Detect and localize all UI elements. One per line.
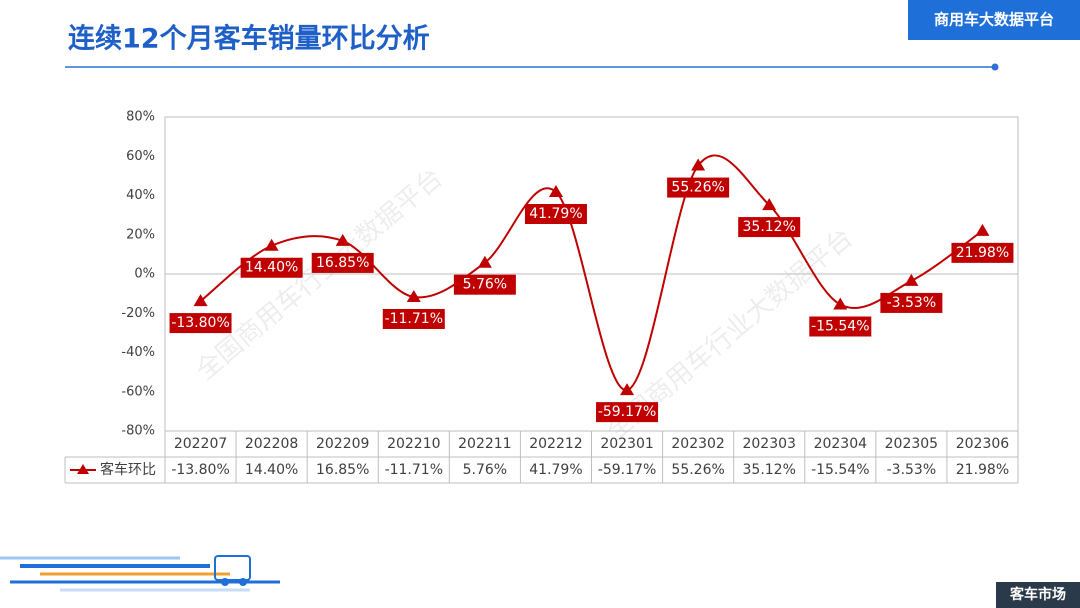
table-value: 5.76% [463, 462, 507, 478]
y-tick-label: 80% [126, 110, 155, 125]
table-value: 21.98% [956, 462, 1009, 478]
value-label: 5.76% [463, 277, 507, 293]
y-tick-label: 0% [134, 267, 155, 282]
table-value: -59.17% [598, 462, 656, 478]
x-tick-label: 202212 [529, 436, 582, 452]
value-label-box [524, 203, 587, 224]
value-label: -3.53% [887, 295, 937, 311]
legend-marker [77, 464, 89, 474]
footer-label: 客车市场 [1009, 586, 1066, 603]
point-marker [477, 255, 492, 268]
point-marker [833, 297, 848, 310]
value-label-box [880, 292, 943, 313]
value-label: 21.98% [956, 245, 1009, 261]
point-marker [620, 383, 635, 396]
value-label: -59.17% [598, 404, 656, 420]
value-label-box [240, 257, 303, 278]
slide-title: 连续12个月客车销量环比分析 [68, 23, 430, 55]
value-label: -11.71% [385, 311, 443, 327]
y-tick-label: -40% [121, 345, 155, 360]
value-label-box [809, 316, 872, 337]
value-label-box [169, 313, 232, 334]
value-label-box [667, 177, 730, 198]
badge-box [908, 0, 1080, 40]
value-label-box [951, 242, 1014, 263]
table-value: 14.40% [245, 462, 298, 478]
x-tick-label: 202301 [600, 436, 653, 452]
value-label: 41.79% [529, 206, 582, 222]
table-value: 55.26% [671, 462, 724, 478]
point-marker [975, 223, 990, 236]
value-label-box [311, 252, 374, 273]
table-value: 41.79% [529, 462, 582, 478]
y-tick-label: 60% [126, 149, 155, 164]
value-label: 16.85% [316, 255, 369, 271]
table-value: 35.12% [743, 462, 796, 478]
point-marker [406, 289, 421, 302]
value-label-box [738, 217, 801, 238]
y-tick-label: -80% [121, 424, 155, 439]
x-tick-label: 202303 [742, 436, 795, 452]
y-tick-label: 40% [126, 188, 155, 203]
table-value: -3.53% [887, 462, 937, 478]
x-tick-label: 202210 [387, 436, 440, 452]
point-marker [264, 238, 279, 251]
table-value: 16.85% [316, 462, 369, 478]
y-tick-label: -20% [121, 306, 155, 321]
table-value: -15.54% [811, 462, 869, 478]
value-label: 14.40% [245, 260, 298, 276]
value-label: -13.80% [171, 315, 229, 331]
value-label-box [453, 274, 516, 295]
point-marker [762, 198, 777, 211]
point-marker [548, 184, 563, 197]
table-value: -11.71% [385, 462, 443, 478]
x-tick-label: 202209 [316, 436, 369, 452]
x-tick-label: 202207 [174, 436, 227, 452]
x-tick-label: 202306 [956, 436, 1010, 452]
x-tick-label: 202305 [885, 436, 938, 452]
header-badge: 商用车大数据平台 [934, 11, 1054, 29]
legend-label: 客车环比 [100, 461, 156, 478]
truck-decoration [0, 555, 280, 592]
y-tick-label: -60% [121, 384, 155, 399]
footer-box [996, 582, 1080, 608]
x-tick-label: 202211 [458, 436, 511, 452]
value-label-box [382, 308, 445, 329]
x-tick-label: 202302 [671, 436, 724, 452]
point-marker [904, 273, 919, 286]
rule-dot [991, 63, 999, 71]
value-label: -15.54% [811, 318, 869, 334]
x-tick-label: 202304 [814, 436, 868, 452]
value-label-box [596, 402, 659, 423]
value-label: 55.26% [671, 180, 724, 196]
point-marker [335, 233, 350, 246]
x-tick-label: 202208 [245, 436, 298, 452]
y-tick-label: 20% [126, 227, 155, 242]
point-marker [193, 294, 208, 307]
value-label: 35.12% [743, 219, 796, 235]
table-value: -13.80% [171, 462, 229, 478]
point-marker [691, 158, 706, 171]
